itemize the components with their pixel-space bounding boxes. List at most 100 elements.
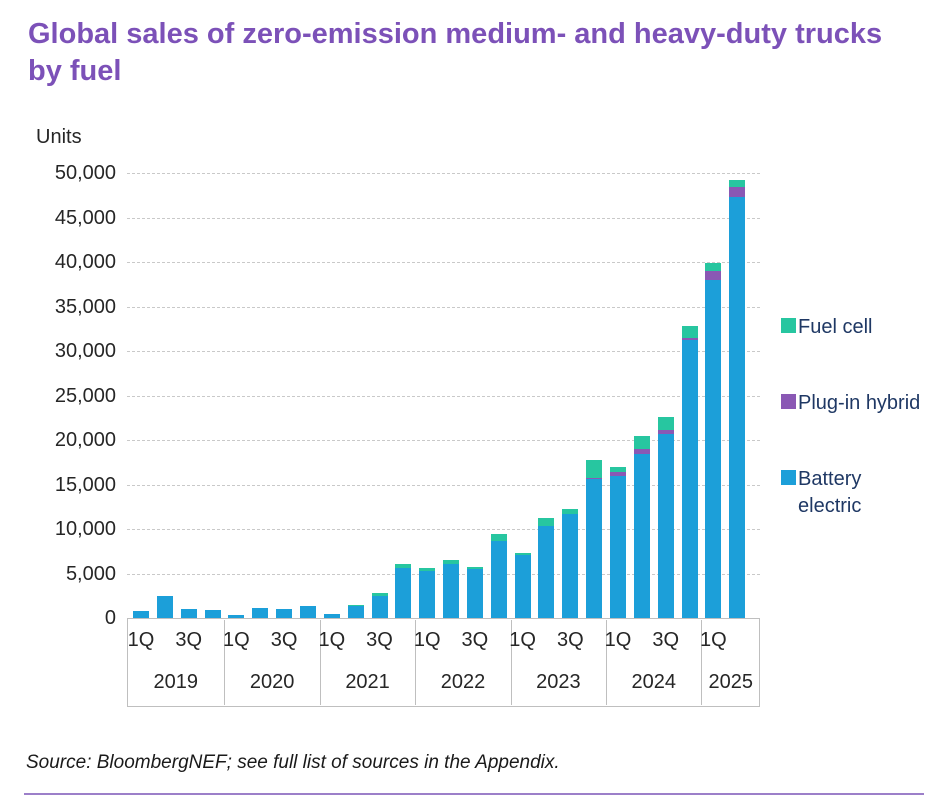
segment-battery-electric <box>347 605 364 618</box>
bar-2019-q4 <box>204 609 221 618</box>
x-tick-1q-2025: 1Q <box>700 629 727 651</box>
bar-2023-q1 <box>514 552 531 618</box>
y-axis-tick-50000: 50,000 <box>54 162 116 184</box>
bar-2022-q1 <box>419 568 436 618</box>
gridline-30000 <box>127 351 760 352</box>
segment-battery-electric <box>419 571 436 618</box>
segment-battery-electric <box>276 608 293 618</box>
bar-2021-q2 <box>347 604 364 618</box>
segment-battery-electric <box>204 609 221 618</box>
x-tick-1q-2021: 1Q <box>318 629 346 651</box>
bottom-divider-line <box>24 793 924 795</box>
segment-plug-in-hybrid <box>681 337 698 341</box>
segment-battery-electric <box>443 564 460 618</box>
year-divider-2024-2025 <box>701 620 703 705</box>
year-divider-2023-2024 <box>606 620 608 705</box>
segment-battery-electric <box>729 197 746 618</box>
x-tick-3q-2019: 3Q <box>175 629 203 651</box>
year-divider-2019-2020 <box>224 620 226 705</box>
bar-2020-q3 <box>276 608 293 618</box>
segment-battery-electric <box>323 613 340 618</box>
y-axis-tick-5000: 5,000 <box>65 562 116 585</box>
x-axis-year-2021: 2021 <box>345 671 390 693</box>
segment-fuel-cell <box>633 435 650 449</box>
segment-plug-in-hybrid <box>729 187 746 198</box>
gridline-35000 <box>127 306 760 308</box>
gridline-10000 <box>127 529 760 530</box>
segment-battery-electric <box>633 453 650 618</box>
segment-battery-electric <box>228 614 245 618</box>
x-axis-year-2019: 2019 <box>153 671 198 693</box>
x-tick-3q-2022: 3Q <box>461 629 489 651</box>
bar-2021-q4 <box>395 564 412 618</box>
segment-battery-electric <box>180 609 197 618</box>
bar-2020-q1 <box>228 614 245 618</box>
segment-fuel-cell <box>538 517 555 527</box>
year-divider-2021-2022 <box>415 620 417 705</box>
segment-fuel-cell <box>371 593 388 596</box>
bar-2020-q4 <box>299 605 316 618</box>
segment-fuel-cell <box>395 564 412 569</box>
segment-battery-electric <box>657 434 674 618</box>
bar-2024-q4 <box>681 326 698 618</box>
segment-plug-in-hybrid <box>705 271 722 280</box>
segment-fuel-cell <box>586 460 603 478</box>
plug-in-hybrid-swatch-icon <box>781 394 796 409</box>
segment-battery-electric <box>371 595 388 618</box>
bar-2021-q1 <box>323 613 340 618</box>
segment-fuel-cell <box>514 552 531 555</box>
segment-fuel-cell <box>419 568 436 572</box>
segment-fuel-cell <box>705 262 722 272</box>
year-divider-2020-2021 <box>319 620 321 705</box>
gridline-40000 <box>127 262 760 263</box>
x-axis-year-2023: 2023 <box>536 671 581 693</box>
year-divider-2022-2023 <box>510 620 512 705</box>
x-tick-1q-2023: 1Q <box>509 629 536 651</box>
segment-battery-electric <box>156 596 173 618</box>
x-tick-1q-2022: 1Q <box>413 629 441 651</box>
segment-fuel-cell <box>443 560 460 565</box>
bar-2023-q4 <box>586 460 603 618</box>
bar-2022-q4 <box>490 534 507 618</box>
battery-electric-swatch-icon <box>781 470 796 485</box>
x-axis-year-2025: 2025 <box>708 671 753 693</box>
y-axis-tick-20000: 20,000 <box>54 429 116 451</box>
segment-battery-electric <box>490 541 507 618</box>
segment-battery-electric <box>538 526 555 618</box>
bar-2022-q3 <box>466 567 483 618</box>
x-tick-1q-2019: 1Q <box>127 629 155 651</box>
y-axis-tick-35000: 35,000 <box>54 295 116 318</box>
segment-battery-electric <box>705 279 722 618</box>
legend-label-plug-in-hybrid: Plug-in hybrid <box>798 392 921 414</box>
segment-battery-electric <box>586 479 603 618</box>
y-axis-tick-30000: 30,000 <box>54 340 116 362</box>
segment-fuel-cell <box>610 467 626 473</box>
y-axis-tick-40000: 40,000 <box>54 251 116 273</box>
source-attribution: Source: BloombergNEF; see full list of s… <box>26 752 560 773</box>
bar-2024-q3 <box>657 416 674 618</box>
bar-2023-q3 <box>562 509 579 618</box>
x-tick-3q-2021: 3Q <box>366 629 393 651</box>
bar-2025-q2 <box>729 180 746 618</box>
x-axis-year-2024: 2024 <box>631 671 677 693</box>
segment-fuel-cell <box>681 326 698 338</box>
bar-2024-q2 <box>633 435 650 618</box>
gridline-25000 <box>127 395 760 397</box>
gridline-45000 <box>127 217 760 219</box>
segment-fuel-cell <box>729 180 746 188</box>
segment-fuel-cell <box>657 416 674 431</box>
bar-2022-q2 <box>443 560 460 618</box>
x-axis-year-2022: 2022 <box>440 671 486 693</box>
bar-2025-q1 <box>705 262 722 618</box>
x-axis-year-2020: 2020 <box>249 671 295 693</box>
legend-item-fuel-cell: Fuel cell <box>781 314 926 341</box>
segment-fuel-cell <box>466 567 483 570</box>
segment-plug-in-hybrid <box>633 448 650 454</box>
segment-battery-electric <box>466 569 483 618</box>
bar-2021-q3 <box>371 593 388 618</box>
bar-2023-q2 <box>538 517 555 618</box>
bar-2019-q1 <box>133 610 149 618</box>
x-tick-1q-2020: 1Q <box>223 629 250 651</box>
segment-fuel-cell <box>562 509 579 514</box>
x-tick-3q-2023: 3Q <box>556 629 584 651</box>
